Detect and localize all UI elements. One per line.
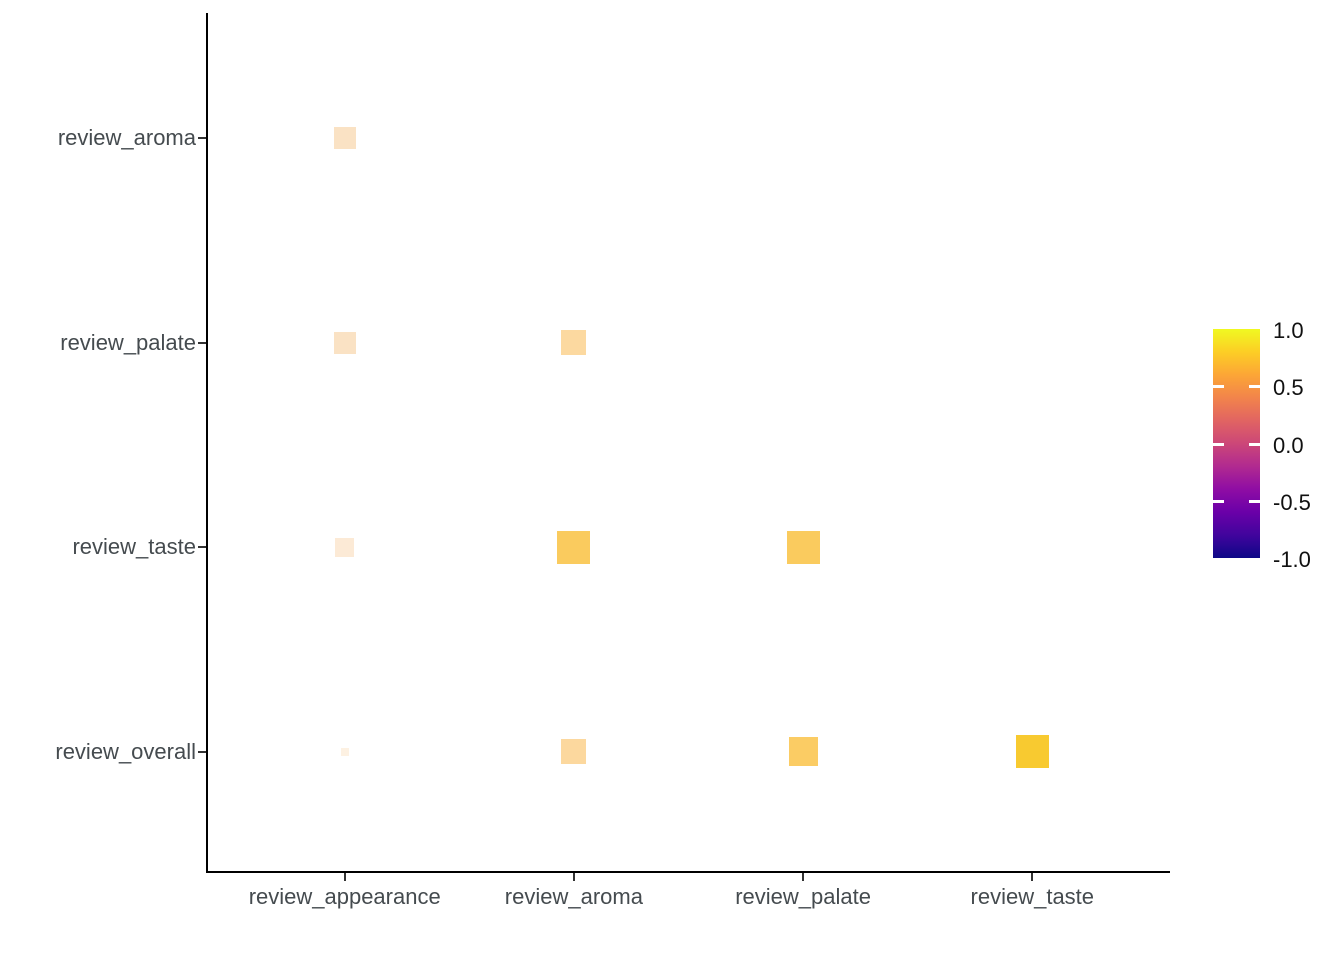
correlation-square [333, 331, 356, 354]
x-tick [1031, 873, 1034, 881]
x-tick [343, 873, 346, 881]
y-tick [198, 750, 206, 753]
colorbar-label: -0.5 [1273, 489, 1311, 515]
x-axis-line [206, 871, 1170, 873]
x-axis-label: review_taste [970, 884, 1095, 909]
correlation-square [561, 330, 587, 356]
y-axis-label: review_aroma [57, 124, 196, 150]
colorbar-tick-mark [1213, 499, 1224, 503]
x-axis-label: review_aroma [504, 884, 643, 909]
colorbar-label: 0.0 [1273, 432, 1304, 458]
y-tick [198, 341, 206, 344]
x-tick [802, 873, 805, 881]
colorbar-label: 1.0 [1273, 318, 1304, 343]
colorbar-tick-mark [1213, 385, 1224, 389]
correlation-square [786, 530, 820, 564]
y-axis-label: review_taste [72, 534, 196, 560]
x-axis-label: review_appearance [248, 884, 441, 909]
correlation-square [1015, 735, 1049, 769]
correlation-square [561, 739, 587, 765]
correlation-square [335, 537, 355, 557]
y-axis-label: review_overall [55, 738, 196, 764]
correlation-square [340, 747, 349, 756]
x-axis-label: review_palate [735, 884, 871, 909]
colorbar-tick-mark [1249, 385, 1260, 389]
y-axis-line [206, 13, 208, 873]
correlation-square [557, 530, 591, 564]
correlation-square [788, 737, 818, 767]
correlation-square [333, 126, 356, 149]
y-axis-label: review_palate [60, 329, 196, 355]
colorbar-tick-mark [1213, 442, 1224, 446]
y-tick [198, 546, 206, 549]
colorbar-label: -1.0 [1273, 547, 1311, 572]
x-tick [572, 873, 575, 881]
colorbar-label: 0.5 [1273, 375, 1304, 401]
y-tick [198, 136, 206, 139]
colorbar-tick-mark [1249, 442, 1260, 446]
colorbar-tick-mark [1249, 499, 1260, 503]
